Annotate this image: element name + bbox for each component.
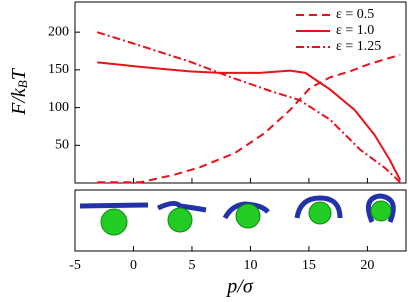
x-tick-label: 0	[130, 258, 137, 273]
image-frame	[74, 189, 407, 252]
snapshots	[79, 193, 396, 236]
membrane	[294, 195, 343, 219]
membrane	[79, 202, 149, 209]
membrane	[365, 193, 396, 223]
x-tick-label: 10	[243, 258, 257, 273]
particle	[308, 201, 332, 225]
x-tick-label: 20	[360, 258, 374, 273]
particle	[100, 208, 128, 236]
y-label-part: T	[8, 67, 30, 80]
x-tick-label: 15	[302, 258, 316, 273]
series-line	[96, 31, 401, 183]
y-tick-label: 150	[48, 62, 69, 77]
legend-label: ε = 1.0	[336, 23, 374, 38]
y-axis-label: F/kBT	[8, 67, 30, 116]
y-tick-label: 100	[48, 100, 69, 115]
y-label-part: B	[15, 80, 30, 88]
plot-frame	[74, 1, 407, 184]
series-line	[97, 53, 401, 184]
series-line	[97, 61, 402, 181]
particle	[167, 207, 193, 233]
particle	[235, 203, 261, 229]
membrane	[156, 200, 207, 213]
legend-label: ε = 1.25	[336, 39, 381, 54]
y-tick-label: 200	[48, 24, 69, 39]
x-axis-label: p/σ	[225, 276, 254, 298]
legend-label: ε = 0.5	[336, 7, 374, 22]
x-tick-label: 5	[188, 258, 195, 273]
x-tick-label: -5	[69, 258, 81, 273]
y-label-part: F/k	[8, 87, 30, 116]
y-tick-label: 50	[55, 138, 69, 153]
particle	[370, 200, 392, 222]
